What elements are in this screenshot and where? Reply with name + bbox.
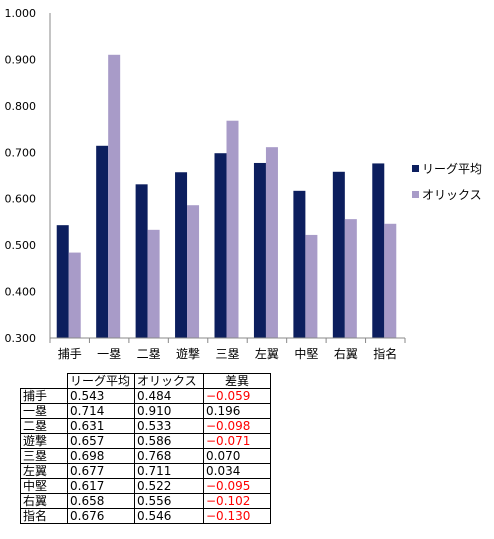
y-tick-label: 0.800 [5,100,37,113]
table-cell: 0.657 [67,433,135,449]
y-tick-label: 0.900 [5,53,37,66]
table-cell: 0.533 [134,418,204,434]
table-row: 左翼 0.677 0.711 0.034 [20,463,271,479]
table-cell: 0.556 [134,493,204,509]
table-header-cell: リーグ平均 [67,373,135,389]
table-cell: 0.196 [203,403,271,419]
table-cell: 0.698 [67,448,135,464]
y-axis-labels: 0.300 0.400 0.500 0.600 0.700 0.800 0.900 1.000 [5,7,37,345]
bar-orix [305,234,318,338]
table-header-row: リーグ平均 オリックス 差異 [20,373,271,389]
y-tick-label: 0.400 [5,286,37,299]
bar-orix [187,205,200,338]
bar-league [253,162,266,338]
legend-swatch [412,191,419,198]
table-cell: 0.070 [203,448,271,464]
row-position-label: 三塁 [20,448,68,464]
table-cell: 0.768 [134,448,204,464]
legend-label: オリックス [422,188,482,202]
bar-league [293,190,306,338]
bar-league [372,163,385,338]
table-cell: −0.098 [203,418,271,434]
table-cell: −0.071 [203,433,271,449]
table-cell: 0.711 [134,463,204,479]
bar-league [214,153,227,338]
bar-league [175,172,188,338]
bar-league [332,171,345,338]
y-tick-label: 0.500 [5,239,37,252]
legend-label: リーグ平均 [422,162,482,176]
bar-league [56,225,69,338]
row-position-label: 指名 [20,508,68,524]
table-cell: 0.586 [134,433,204,449]
y-tick-label: 0.700 [5,146,37,159]
table-cell: 0.677 [67,463,135,479]
table-cell: −0.102 [203,493,271,509]
table-cell: 0.617 [67,478,135,494]
x-category-label: 中堅 [294,346,318,361]
x-category-label: 遊撃 [176,346,200,361]
bar-orix [108,54,121,339]
x-category-label: 二塁 [137,347,161,361]
data-table: リーグ平均 オリックス 差異 捕手 0.543 0.484 −0.059 一塁 0.714 0.9… [20,373,271,524]
bar-orix [226,120,239,338]
bar-orix [68,252,81,338]
bars [56,54,397,339]
table-cell: 0.546 [134,508,204,524]
row-position-label: 左翼 [20,463,68,479]
x-axis-labels: 捕手 一塁 二塁 遊撃 三塁 左翼 中堅 右翼 指名 [58,346,398,361]
table-row: 指名 0.676 0.546 −0.130 [20,508,271,524]
table-cell: 0.910 [134,403,204,419]
table-header-cell [20,373,68,389]
row-position-label: 二塁 [20,418,68,434]
bar-orix [384,223,397,338]
table-cell: −0.095 [203,478,271,494]
y-tick-label: 0.300 [5,332,37,345]
table-row: 三塁 0.698 0.768 0.070 [20,448,271,464]
x-axis-ticks [49,338,406,343]
table-cell: 0.484 [134,388,204,404]
x-category-label: 捕手 [58,346,82,361]
x-category-label: 指名 [373,346,397,361]
y-tick-label: 1.000 [5,7,37,20]
table-header-cell: 差異 [203,373,271,389]
table-row: 中堅 0.617 0.522 −0.095 [20,478,271,494]
table-row: 遊撃 0.657 0.586 −0.071 [20,433,271,449]
table-header-cell: オリックス [134,373,204,389]
table-row: 一塁 0.714 0.910 0.196 [20,403,271,419]
row-position-label: 右翼 [20,493,68,509]
table-cell: −0.130 [203,508,271,524]
row-position-label: 捕手 [20,388,68,404]
bar-chart: 0.300 0.400 0.500 0.600 0.700 0.800 0.900 1.000… [5,7,483,361]
bar-league [96,145,109,338]
legend-swatch [412,165,419,172]
table-cell: −0.059 [203,388,271,404]
x-category-label: 左翼 [255,346,279,361]
table-cell: 0.034 [203,463,271,479]
x-category-label: 三塁 [215,347,239,361]
table-cell: 0.658 [67,493,135,509]
bar-league [135,184,148,338]
table-row: 二塁 0.631 0.533 −0.098 [20,418,271,434]
row-position-label: 中堅 [20,478,68,494]
bar-orix [147,229,160,338]
bar-orix [265,147,278,338]
table-cell: 0.631 [67,418,135,434]
row-position-label: 一塁 [20,403,68,419]
table-cell: 0.714 [67,403,135,419]
y-tick-label: 0.600 [5,193,37,206]
table-cell: 0.543 [67,388,135,404]
x-category-label: 一塁 [97,347,121,361]
table-cell: 0.522 [134,478,204,494]
table-cell: 0.676 [67,508,135,524]
table-row: 右翼 0.658 0.556 −0.102 [20,493,271,509]
x-category-label: 右翼 [334,346,358,361]
row-position-label: 遊撃 [20,433,68,449]
bar-orix [344,219,357,338]
table-row: 捕手 0.543 0.484 −0.059 [20,388,271,404]
